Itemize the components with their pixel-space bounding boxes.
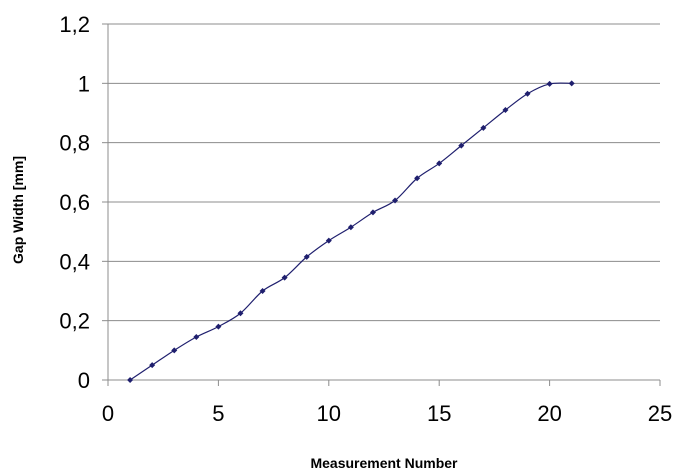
data-point (303, 253, 310, 260)
series (127, 80, 575, 383)
data-point (392, 197, 399, 204)
data-point (127, 377, 134, 383)
data-point (193, 333, 200, 340)
data-point (281, 274, 288, 281)
data-point (436, 160, 443, 167)
data-point (524, 90, 531, 97)
y-tick-label: 0,8 (59, 131, 90, 156)
x-tick-label: 0 (102, 401, 114, 426)
x-tick-label: 10 (317, 401, 341, 426)
x-tick-label: 25 (648, 401, 672, 426)
data-point (546, 80, 553, 87)
data-point (171, 347, 178, 354)
y-tick-label: 0 (78, 368, 90, 393)
x-tick-label: 5 (212, 401, 224, 426)
axes (102, 23, 661, 386)
x-axis-title: Measurement Number (310, 455, 458, 471)
data-point (347, 224, 354, 231)
x-tick-label: 20 (537, 401, 561, 426)
data-point (325, 237, 332, 244)
data-point (369, 209, 376, 216)
data-point (215, 323, 222, 330)
data-point (480, 124, 487, 131)
y-axis-title: Gap Width [mm] (10, 156, 26, 264)
data-point (237, 310, 244, 317)
data-point (149, 362, 156, 369)
data-point (259, 288, 266, 294)
data-point (568, 80, 575, 87)
x-tick-label: 15 (427, 401, 451, 426)
data-point (502, 107, 509, 114)
data-point (414, 175, 421, 182)
grid (108, 23, 660, 322)
y-tick-label: 0,6 (59, 190, 90, 215)
y-tick-label: 1,2 (59, 12, 90, 37)
data-point (458, 142, 465, 149)
tick-labels: 0 0,2 0,4 0,6 0,8 1 1,2 0 5 10 15 20 25 (59, 12, 672, 426)
y-tick-label: 1 (78, 71, 90, 96)
y-tick-label: 0,2 (59, 309, 90, 334)
y-tick-label: 0,4 (59, 249, 90, 274)
